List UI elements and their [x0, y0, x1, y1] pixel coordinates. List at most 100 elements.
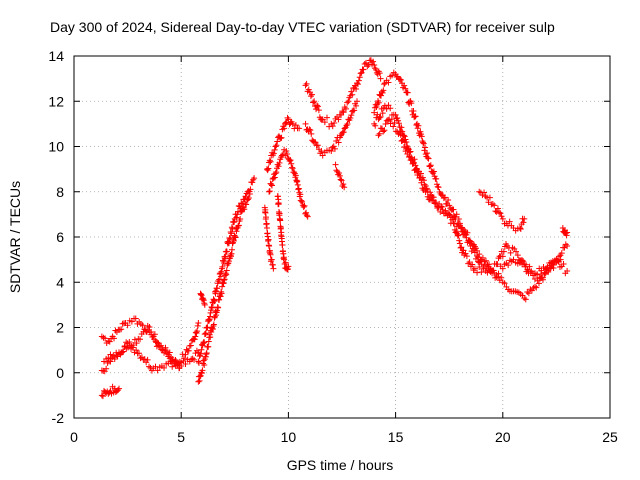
data-point	[263, 224, 270, 231]
data-point	[500, 248, 507, 255]
data-point	[234, 211, 241, 218]
data-point	[380, 87, 387, 94]
data-point	[375, 132, 382, 139]
data-point	[345, 98, 352, 105]
data-point	[376, 114, 383, 121]
data-point	[217, 270, 224, 277]
data-point	[341, 125, 348, 132]
data-point	[499, 265, 506, 272]
data-point	[195, 319, 202, 326]
data-point	[421, 181, 428, 188]
data-point	[470, 245, 477, 252]
data-point	[110, 352, 117, 359]
data-point	[458, 244, 465, 251]
data-point	[214, 285, 221, 292]
data-point	[498, 274, 505, 281]
data-point	[381, 81, 388, 88]
data-point	[272, 143, 279, 150]
x-tick-label: 10	[281, 429, 297, 445]
data-points	[98, 57, 571, 400]
data-point	[392, 111, 399, 118]
data-point	[230, 237, 237, 244]
data-point	[218, 290, 225, 297]
data-point	[292, 122, 299, 129]
data-point	[132, 315, 139, 322]
data-point	[354, 81, 361, 88]
data-point	[441, 194, 448, 201]
data-point	[466, 237, 473, 244]
data-point	[124, 322, 131, 329]
data-point	[331, 145, 338, 152]
data-point	[550, 265, 557, 272]
data-point	[446, 202, 453, 209]
data-point	[420, 140, 427, 147]
data-point	[195, 358, 202, 365]
data-point	[340, 109, 347, 116]
data-point	[192, 329, 199, 336]
data-point	[351, 107, 358, 114]
data-point	[435, 204, 442, 211]
data-point	[170, 359, 177, 366]
data-point	[201, 301, 208, 308]
data-point	[283, 148, 290, 155]
data-point	[181, 355, 188, 362]
data-point	[289, 120, 296, 127]
data-point	[98, 392, 105, 399]
data-point	[228, 246, 235, 253]
data-point	[384, 117, 391, 124]
data-point	[498, 213, 505, 220]
data-point	[341, 184, 348, 191]
data-point	[548, 260, 555, 267]
data-point	[401, 139, 408, 146]
data-point	[456, 240, 463, 247]
data-point	[266, 188, 273, 195]
data-point	[470, 267, 477, 274]
data-point	[433, 175, 440, 182]
data-point	[539, 274, 546, 281]
data-point	[417, 170, 424, 177]
data-point	[446, 211, 453, 218]
data-point	[285, 263, 292, 270]
data-point	[456, 237, 463, 244]
data-point	[435, 184, 442, 191]
data-point	[357, 70, 364, 77]
data-point	[159, 346, 166, 353]
data-point	[420, 139, 427, 146]
data-point	[237, 215, 244, 222]
data-point	[381, 127, 388, 134]
data-point	[513, 248, 520, 255]
data-point	[225, 258, 232, 265]
data-point	[270, 265, 277, 272]
data-point	[499, 253, 506, 260]
y-tick-label: 14	[48, 48, 64, 64]
data-point	[219, 263, 226, 270]
data-point	[200, 360, 207, 367]
data-point	[200, 357, 207, 364]
data-point	[266, 157, 273, 164]
data-point	[405, 147, 412, 154]
data-point	[265, 236, 272, 243]
data-point	[195, 359, 202, 366]
data-point	[174, 361, 181, 368]
data-point	[418, 133, 425, 140]
data-point	[546, 265, 553, 272]
data-point	[265, 165, 272, 172]
data-point	[474, 269, 481, 276]
data-point	[218, 268, 225, 275]
data-point	[340, 129, 347, 136]
data-point	[401, 82, 408, 89]
x-tick-label: 25	[602, 429, 618, 445]
data-point	[275, 201, 282, 208]
y-tick-label: 8	[56, 184, 64, 200]
data-point	[516, 224, 523, 231]
data-point	[201, 361, 208, 368]
data-point	[377, 75, 384, 82]
data-point	[465, 260, 472, 267]
data-point	[152, 338, 159, 345]
data-point	[401, 133, 408, 140]
data-point	[421, 147, 428, 154]
data-point	[390, 123, 397, 130]
data-point	[101, 368, 108, 375]
data-point	[499, 215, 506, 222]
data-point	[119, 320, 126, 327]
